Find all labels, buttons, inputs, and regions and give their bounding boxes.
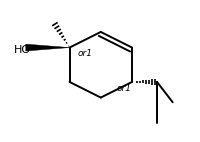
Text: or1: or1 bbox=[77, 49, 92, 58]
Text: or1: or1 bbox=[116, 84, 131, 93]
Text: HO: HO bbox=[14, 45, 31, 55]
Polygon shape bbox=[26, 44, 70, 51]
